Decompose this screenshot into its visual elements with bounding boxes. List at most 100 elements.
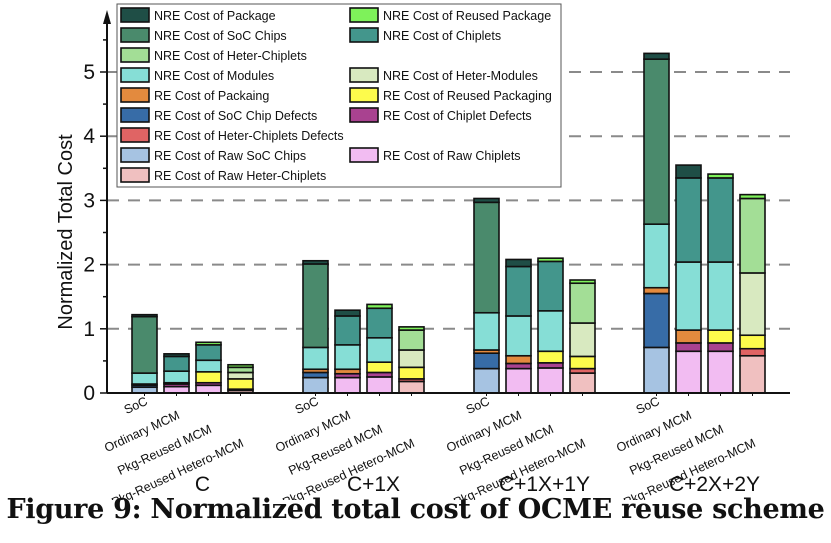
bar-segment-nre_package bbox=[473, 197, 500, 204]
bars-layer bbox=[131, 52, 766, 394]
bar-segment-re_raw_soc bbox=[473, 367, 500, 394]
bar-segment-nre_heter_chiplets bbox=[398, 329, 425, 351]
bar-segment-re_raw_heter bbox=[739, 354, 766, 394]
bar-segment-re_raw_heter bbox=[398, 380, 425, 394]
bar-segment-nre_reused_package bbox=[195, 341, 222, 346]
bar-segment-nre_modules bbox=[643, 223, 670, 289]
bar-segment-nre_chiplets bbox=[195, 344, 222, 362]
bar-segment-re_soc_defects bbox=[643, 292, 670, 349]
legend-label-nre_reused_package: NRE Cost of Reused Package bbox=[383, 9, 551, 23]
legend-label-nre_soc: NRE Cost of SoC Chips bbox=[154, 29, 287, 43]
bar-segment-re_reused_packaging bbox=[398, 366, 425, 380]
bar-segment-nre_modules bbox=[366, 336, 393, 363]
legend-swatch-nre_chiplets bbox=[349, 27, 379, 43]
bar-segment-nre_heter_modules bbox=[398, 349, 425, 369]
group-label: C bbox=[195, 473, 210, 496]
legend-swatch-re_packaging bbox=[120, 87, 150, 103]
bar-segment-re_soc_defects bbox=[473, 352, 500, 370]
bar-segment-nre_chiplets bbox=[675, 177, 702, 263]
legend-label-re_packaging: RE Cost of Packaing bbox=[154, 89, 269, 103]
bar-segment-re_raw_soc bbox=[643, 346, 670, 394]
bar-segment-nre_heter_modules bbox=[227, 371, 254, 380]
bar-segment-re_reused_packaging bbox=[195, 371, 222, 384]
bar-C-3 bbox=[227, 363, 254, 394]
bar-segment-nre_heter_modules bbox=[569, 322, 596, 358]
y-tick-label: 0 bbox=[83, 382, 95, 405]
legend-label-nre_modules: NRE Cost of Modules bbox=[154, 69, 274, 83]
legend-swatch-nre_package bbox=[120, 7, 150, 23]
legend-label-nre_heter_chiplets: NRE Cost of Heter-Chiplets bbox=[154, 49, 307, 63]
legend-swatch-nre_modules bbox=[120, 67, 150, 83]
bar-segment-nre_chiplets bbox=[366, 307, 393, 339]
bar-segment-nre_package bbox=[131, 313, 158, 318]
legend-swatch-re_raw_heter bbox=[120, 167, 150, 183]
y-tick-label: 5 bbox=[83, 61, 95, 84]
bar-segment-nre_package bbox=[505, 258, 532, 268]
legend-swatch-re_raw_soc bbox=[120, 147, 150, 163]
legend-label-re_raw_heter: RE Cost of Raw Heter-Chiplets bbox=[154, 169, 326, 183]
bar-segment-re_reused_packaging bbox=[569, 355, 596, 370]
legend-swatch-re_chiplet_defects bbox=[349, 107, 379, 123]
legend-swatch-nre_reused_package bbox=[349, 7, 379, 23]
bar-segment-re_raw_chiplets bbox=[505, 367, 532, 394]
group-label: C+1X bbox=[347, 473, 400, 496]
legend: NRE Cost of Package NRE Cost of Reused Pa… bbox=[116, 3, 562, 188]
bar-segment-nre_soc bbox=[302, 263, 329, 349]
y-tick-label: 4 bbox=[83, 125, 95, 148]
legend-label-re_heter_defects: RE Cost of Heter-Chiplets Defects bbox=[154, 129, 344, 143]
bar-segment-nre_reused_package bbox=[569, 279, 596, 285]
bar-segment-nre_heter_chiplets bbox=[569, 282, 596, 324]
bar-segment-nre_chiplets bbox=[505, 265, 532, 317]
bar-segment-nre_reused_package bbox=[398, 326, 425, 331]
bar-segment-nre_modules bbox=[505, 315, 532, 357]
bar-segment-nre_chiplets bbox=[334, 315, 361, 346]
bar-segment-re_chiplet_defects bbox=[707, 342, 734, 353]
bar-C+2X+2Y-3 bbox=[739, 193, 766, 394]
bar-segment-nre_modules bbox=[131, 372, 158, 385]
bar-segment-re_packaging bbox=[505, 354, 532, 365]
bar-segment-nre_reused_package bbox=[366, 303, 393, 310]
x-tick-label: SoC bbox=[634, 394, 662, 417]
legend-swatch-nre_heter_chiplets bbox=[120, 47, 150, 63]
bar-C-2 bbox=[195, 341, 222, 394]
bar-C+1X+1Y-0 bbox=[473, 197, 500, 394]
bar-segment-re_chiplet_defects bbox=[675, 342, 702, 353]
figure-caption: Figure 9: Normalized total cost of OCME … bbox=[6, 494, 825, 525]
bar-segment-re_packaging bbox=[675, 329, 702, 344]
bar-segment-re_reused_packaging bbox=[739, 334, 766, 350]
bar-segment-nre_modules bbox=[302, 346, 329, 371]
bar-segment-nre_modules bbox=[675, 261, 702, 331]
legend-label-re_soc_defects: RE Cost of SoC Chip Defects bbox=[154, 109, 317, 123]
bar-segment-nre_package bbox=[302, 259, 329, 265]
bar-C-0 bbox=[131, 313, 158, 394]
bar-segment-nre_modules bbox=[473, 311, 500, 351]
bar-C+1X+1Y-1 bbox=[505, 258, 532, 394]
bar-segment-re_raw_soc bbox=[302, 376, 329, 394]
y-tick-label: 1 bbox=[83, 318, 95, 341]
bar-C+1X-0 bbox=[302, 259, 329, 394]
bar-segment-re_reused_packaging bbox=[707, 329, 734, 344]
legend-box bbox=[116, 3, 562, 188]
bar-segment-nre_soc bbox=[643, 58, 670, 225]
bar-segment-nre_reused_package bbox=[537, 257, 564, 263]
bar-C+1X-2 bbox=[366, 303, 393, 394]
group-label: C+2X+2Y bbox=[669, 473, 760, 496]
bar-segment-re_raw_heter bbox=[569, 372, 596, 394]
bar-segment-nre_modules bbox=[334, 344, 361, 371]
legend-swatch-re_soc_defects bbox=[120, 107, 150, 123]
bar-segment-re_raw_chiplets bbox=[675, 350, 702, 394]
bar-C+1X-1 bbox=[334, 309, 361, 394]
bar-segment-nre_heter_modules bbox=[739, 272, 766, 337]
bar-segment-nre_reused_package bbox=[707, 173, 734, 179]
bar-segment-nre_modules bbox=[537, 310, 564, 353]
bar-segment-nre_package bbox=[643, 52, 670, 60]
bar-segment-nre_package bbox=[675, 164, 702, 179]
bar-segment-nre_modules bbox=[195, 359, 222, 373]
bar-segment-nre_reused_package bbox=[739, 193, 766, 200]
bar-segment-re_raw_chiplets bbox=[707, 350, 734, 394]
bar-segment-nre_reused_package bbox=[227, 363, 254, 369]
bar-segment-re_reused_packaging bbox=[537, 350, 564, 364]
bar-C+2X+2Y-0 bbox=[643, 52, 670, 394]
bar-C-1 bbox=[163, 353, 190, 394]
y-tick-label: 3 bbox=[83, 189, 95, 212]
